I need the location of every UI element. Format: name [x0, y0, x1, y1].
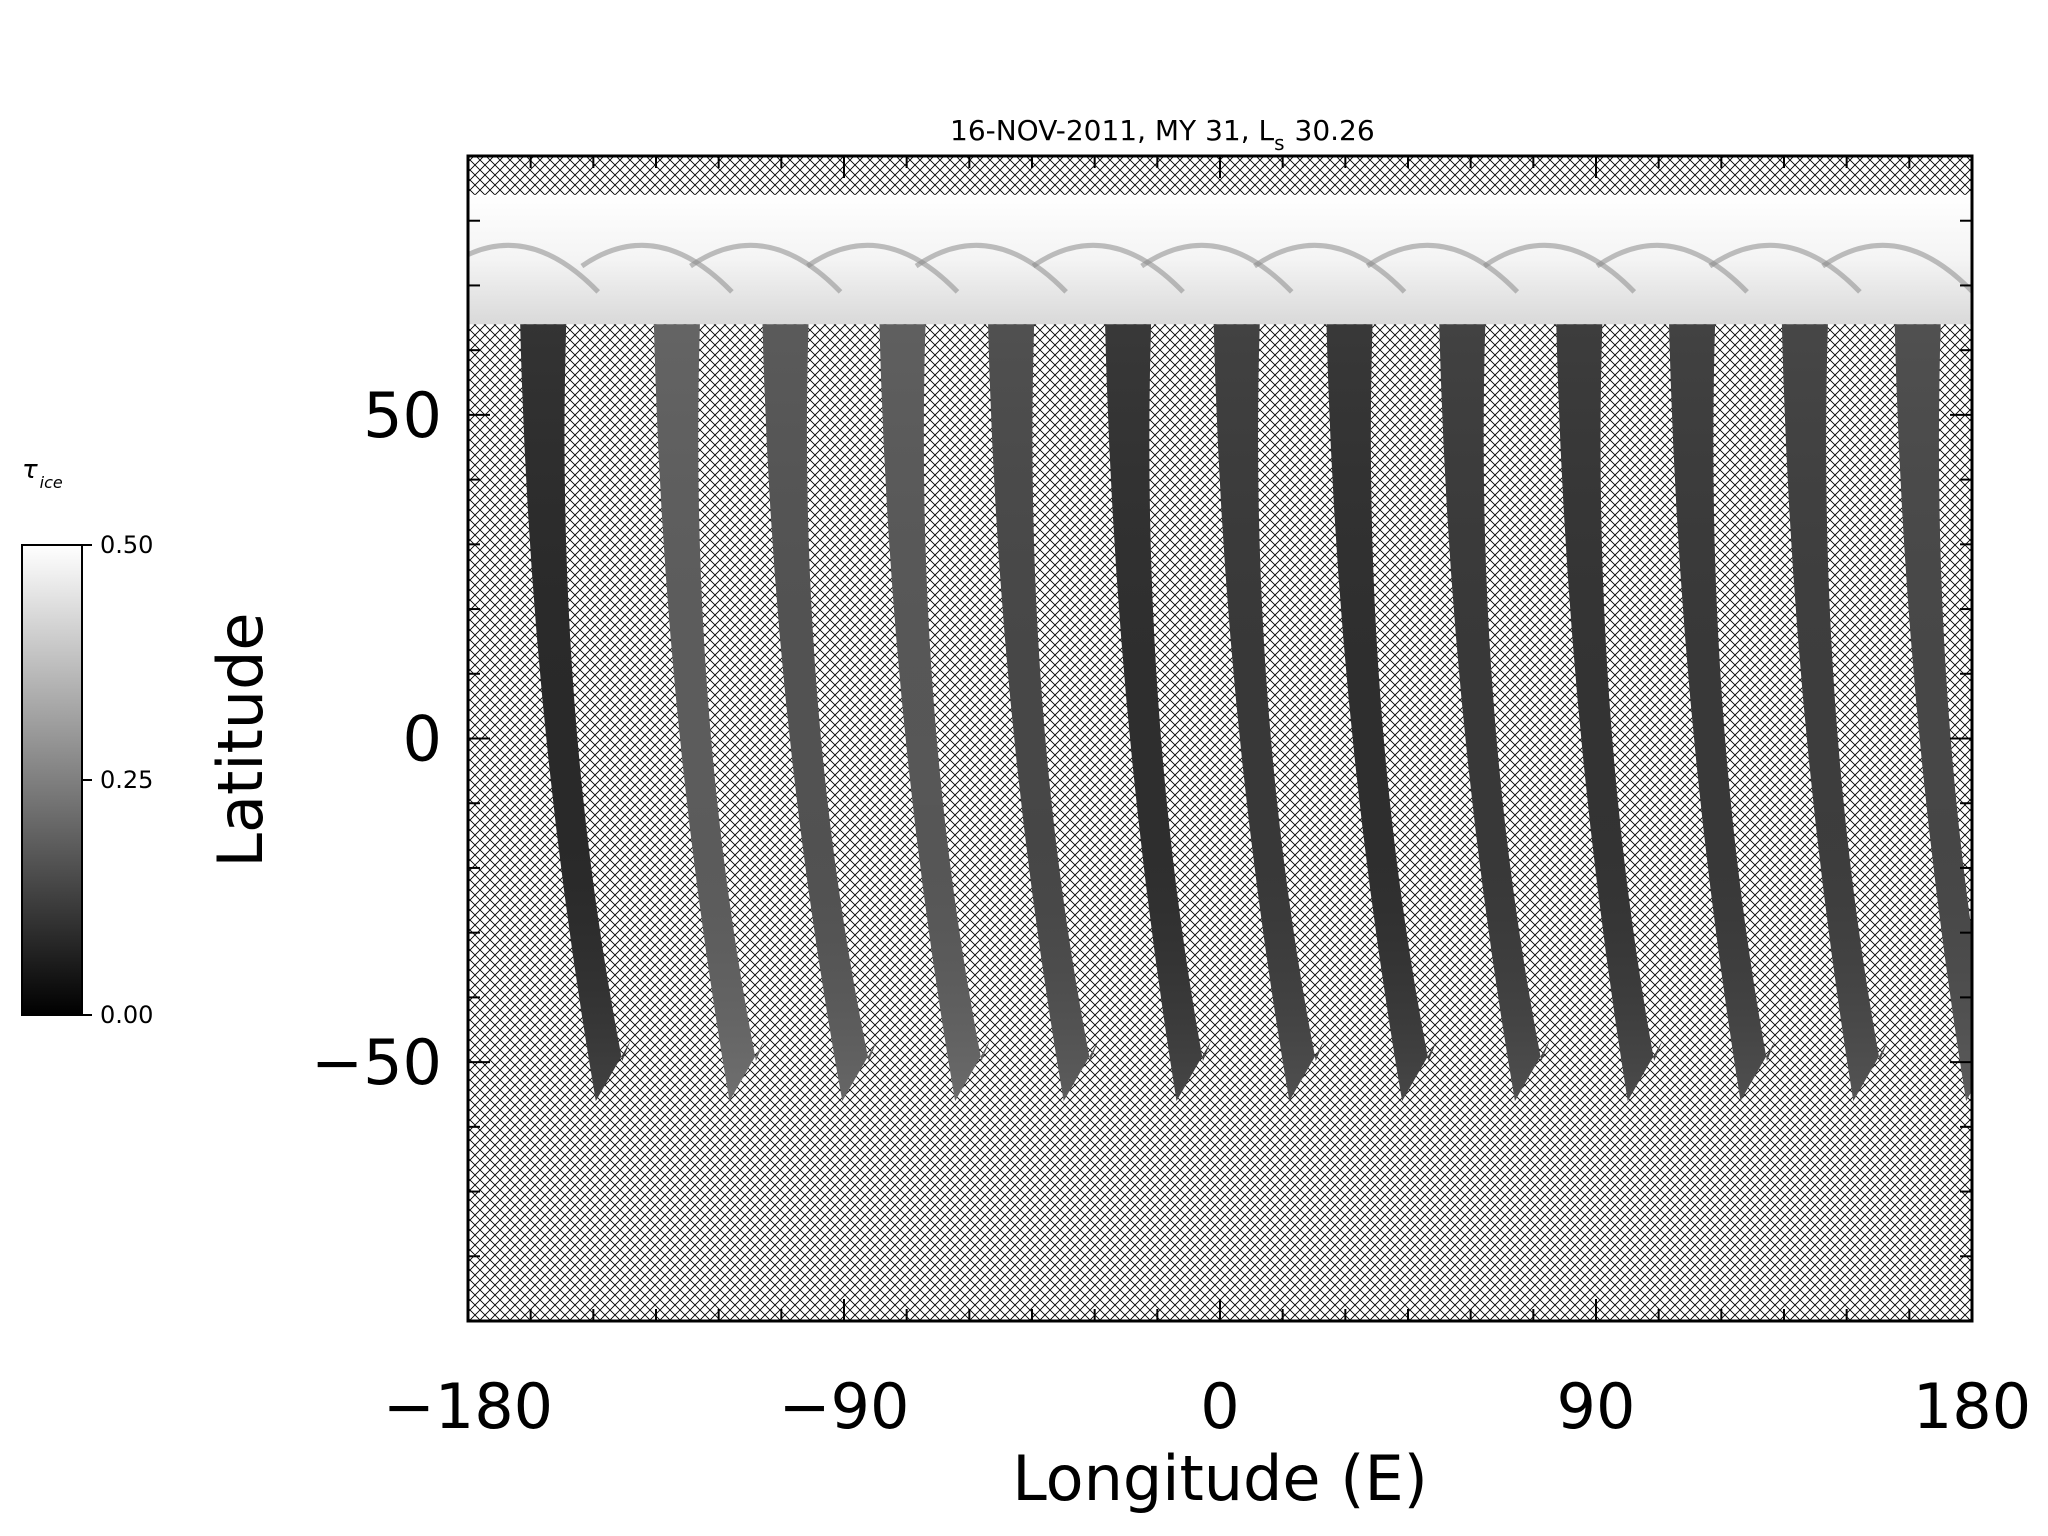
cap-streak-8: [1253, 242, 1407, 294]
cap-streak-10: [1482, 242, 1637, 294]
title-value: 30.26: [1295, 114, 1375, 147]
chart-title: 16-NOV-2011, MY 31, Ls 30.26: [950, 114, 1375, 155]
colorbar-tick-label: 0.50: [100, 531, 153, 559]
swath-shading-10: [1556, 324, 1663, 1101]
x-tick-label: −180: [383, 1370, 553, 1443]
title-main: 16-NOV-2011, MY 31, L: [950, 114, 1274, 147]
cap-streak-13: [1821, 242, 1972, 294]
swath-shading-4: [879, 324, 990, 1101]
x-axis-label: Longitude (E): [1012, 1442, 1428, 1515]
swath-shading-12: [1781, 324, 1888, 1101]
swath-shading-3: [762, 324, 877, 1101]
colorbar-tick-label: 0.25: [100, 766, 153, 794]
colorbar-label-subscript: ice: [40, 473, 63, 492]
data-layer: [468, 194, 1972, 1101]
x-tick-label: −90: [779, 1370, 910, 1443]
y-tick-label: 50: [363, 379, 442, 452]
cap-streak-12: [1708, 242, 1862, 294]
cap-streak-6: [1031, 242, 1185, 294]
swath-shading-13: [1894, 324, 1972, 1101]
swath-shading-6: [1105, 324, 1212, 1101]
colorbar-tick-label: 0.00: [100, 1001, 153, 1029]
swath-shading-5: [988, 324, 1099, 1101]
axis-ticks: −180 −90 0 90 180 −50 0 50: [311, 155, 2031, 1443]
y-axis-label: Latitude: [204, 612, 277, 867]
cap-streak-11: [1595, 242, 1749, 294]
cap-streak-5: [914, 242, 1068, 294]
x-tick-label: 0: [1200, 1370, 1239, 1443]
x-tick-label: 180: [1913, 1370, 2031, 1443]
cap-streak-4: [806, 242, 960, 294]
y-tick-label: −50: [311, 1026, 442, 1099]
colorbar-label-symbol: τ: [22, 455, 38, 485]
title-subscript: s: [1274, 131, 1284, 155]
colorbar-ticks: 0.00 0.25 0.50: [82, 531, 153, 1029]
y-tick-label: 0: [403, 703, 442, 776]
x-tick-label: 90: [1557, 1370, 1636, 1443]
colorbar-label: τ ice: [22, 455, 63, 492]
swath-shading-8: [1326, 324, 1437, 1101]
cap-streak-2: [580, 242, 734, 294]
cap-streak-7: [1140, 242, 1294, 294]
swath-shading-1: [520, 324, 631, 1101]
swath-shading-11: [1669, 324, 1776, 1101]
swath-shading-7: [1213, 324, 1324, 1101]
swath-shading-2: [653, 324, 765, 1101]
colorbar: [21, 544, 83, 1016]
cap-streak-9: [1365, 242, 1520, 294]
cap-streak-3: [689, 242, 843, 294]
cap-streak-1: [468, 242, 600, 294]
swath-shading-9: [1439, 324, 1550, 1101]
